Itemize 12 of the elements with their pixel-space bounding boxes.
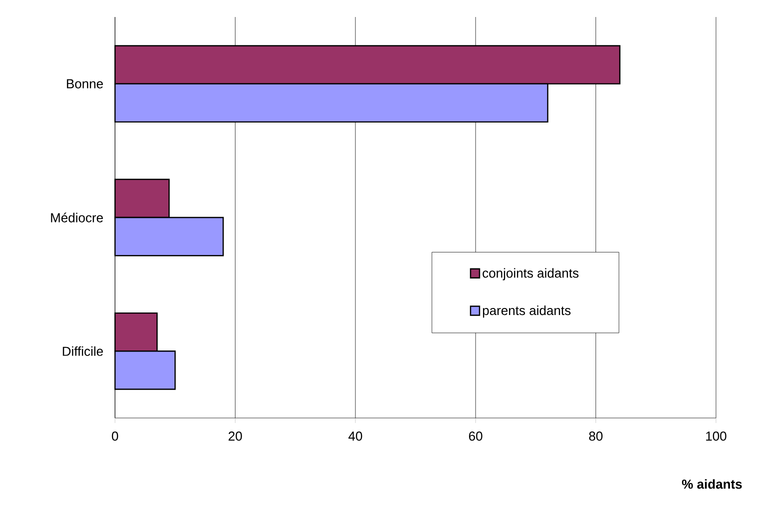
x-tick-label: 80 (589, 432, 603, 441)
x-tick-label: 100 (706, 432, 726, 441)
x-tick-label: 60 (469, 432, 482, 441)
x-tick-label: 0 (112, 432, 118, 441)
x-axis-title: % aidants (682, 479, 742, 489)
y-tick-label: Difficile (62, 346, 103, 356)
x-tick-label: 20 (228, 432, 242, 441)
legend-label: parents aidants (482, 306, 571, 318)
y-tick-label: Médiocre (51, 212, 103, 222)
y-tick-label: Bonne (66, 79, 103, 88)
legend-label: conjoints aidants (482, 268, 578, 280)
x-tick-label: 40 (348, 432, 362, 441)
